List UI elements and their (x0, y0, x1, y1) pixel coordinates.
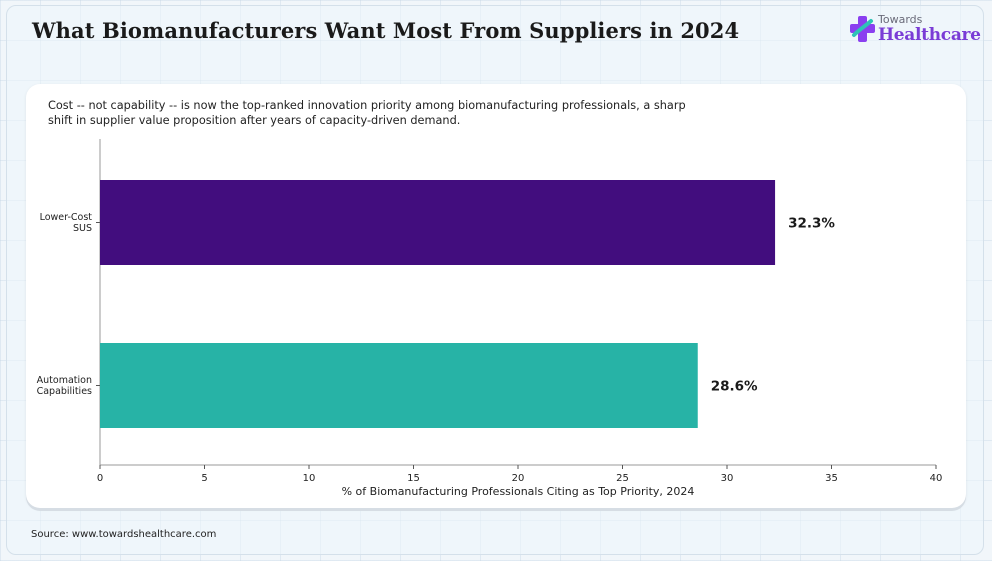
logo-top-text: Towards (878, 13, 923, 26)
x-tick-label: 20 (512, 473, 525, 484)
category-label: SUS (73, 223, 92, 234)
x-tick-label: 10 (303, 473, 316, 484)
x-tick-label: 5 (201, 473, 207, 484)
category-label: Lower-Cost (40, 212, 93, 223)
bar (100, 180, 776, 265)
bar-value-label: 32.3% (788, 216, 835, 232)
category-label: Automation (37, 375, 92, 386)
x-tick-label: 30 (721, 473, 734, 484)
bar-value-label: 28.6% (711, 379, 758, 395)
x-tick-label: 35 (825, 473, 838, 484)
page-title: What Biomanufacturers Want Most From Sup… (32, 18, 740, 43)
logo-main-text: Healthcare (878, 25, 981, 45)
x-tick-label: 15 (407, 473, 420, 484)
x-tick-label: 40 (930, 473, 943, 484)
bar-chart: 0 5 10 15 20 25 30 35 40 % of Biomanufacturing Pr… (37, 139, 943, 498)
chart-subtitle: Cost -- not capability -- is now the top… (48, 99, 686, 127)
x-tick-label: 0 (97, 473, 103, 484)
x-axis-label: % of Biomanufacturing Professionals Citi… (342, 485, 695, 498)
x-tick-label: 25 (616, 473, 629, 484)
medical-cross-icon (850, 16, 875, 42)
chart-card: Cost -- not capability -- is now the top… (26, 84, 966, 508)
brand-logo: Towards Healthcare (850, 13, 981, 49)
source-note: Source: www.towardshealthcare.com (31, 529, 217, 540)
bar (100, 343, 698, 428)
category-label: Capabilities (37, 386, 92, 397)
